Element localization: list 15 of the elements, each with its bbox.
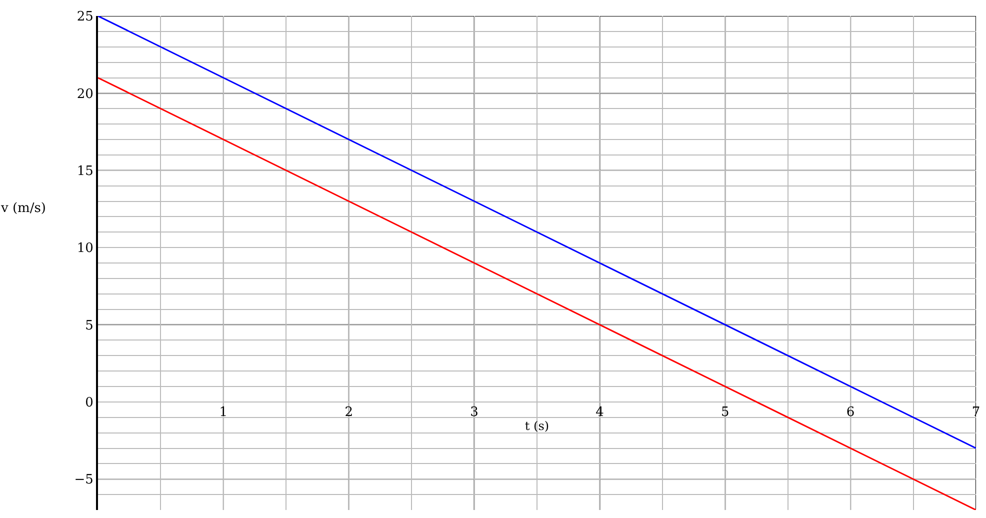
x-tick-label: 6 bbox=[846, 404, 855, 420]
x-axis-title: t (s) bbox=[524, 418, 550, 433]
y-tick-label: 0 bbox=[85, 395, 94, 410]
x-tick-label: 2 bbox=[344, 404, 353, 420]
y-axis-title: v (m/s) bbox=[0, 201, 46, 216]
y-tick-label: 10 bbox=[76, 241, 94, 256]
y-tick-label: −5 bbox=[74, 472, 94, 488]
y-tick-label: 25 bbox=[76, 10, 94, 25]
x-tick-label: 3 bbox=[470, 404, 478, 420]
x-tick-label: 4 bbox=[596, 404, 604, 420]
y-tick-label: 15 bbox=[76, 164, 94, 179]
y-tick-label: 5 bbox=[85, 318, 94, 334]
y-tick-label: 20 bbox=[76, 86, 94, 102]
x-tick-label: 5 bbox=[721, 404, 730, 420]
x-tick-label: 1 bbox=[219, 404, 228, 420]
